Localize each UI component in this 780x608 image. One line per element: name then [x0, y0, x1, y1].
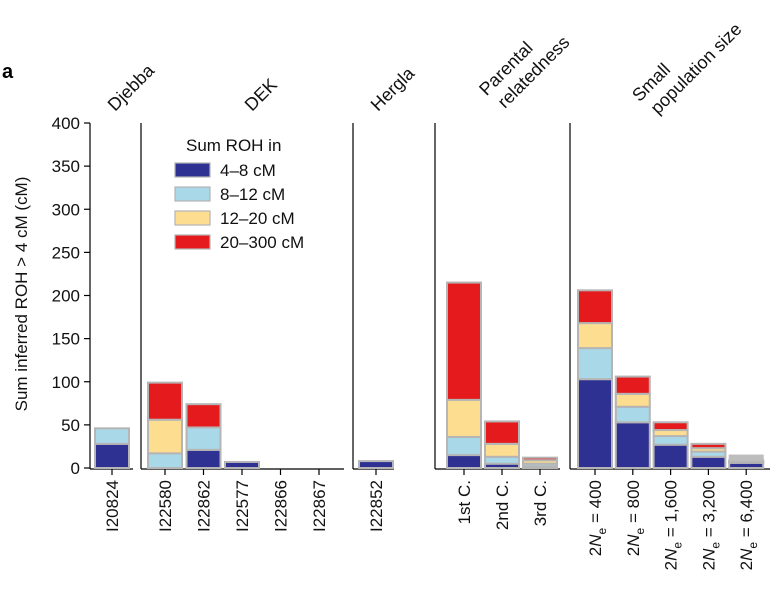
x-tick-label: 2Ne = 800	[624, 480, 647, 556]
x-tick-label: I22580	[156, 480, 175, 532]
bar-segment	[147, 418, 183, 455]
bar-segment	[358, 460, 394, 470]
panel-hergla: Hergla I22852	[352, 62, 419, 532]
y-tick-label: 50	[61, 416, 80, 435]
x-tick-label: 3rd C.	[531, 480, 550, 526]
bar-segment	[185, 426, 222, 451]
x-tick-label: I22866	[272, 480, 291, 532]
bar-i22577	[224, 460, 260, 469]
legend-swatch	[174, 162, 211, 178]
y-tick-label: 250	[52, 243, 80, 262]
panel-small-population-size: Smallpopulation size 2Ne = 400 2Ne = 800 2N…	[569, 3, 770, 570]
bar-segment	[577, 289, 613, 325]
bar-segment	[147, 452, 183, 469]
bar-segment	[614, 392, 651, 408]
y-axis: 0 50 100 150 200 250 300 350 400	[52, 114, 91, 478]
bar-2ne-400	[577, 289, 613, 470]
bar-segment	[446, 281, 482, 401]
legend-entry: 8–12 cM	[220, 185, 285, 204]
x-tick-label: I22867	[310, 480, 329, 532]
bar-2nd-c-	[484, 420, 520, 469]
x-tick-label: 2Ne = 400	[586, 480, 609, 556]
bar-segment	[446, 454, 482, 469]
bar-segment	[484, 442, 520, 458]
legend-title: Sum ROH in	[186, 136, 281, 155]
x-tick-label: I22852	[367, 480, 386, 532]
bar-segment	[484, 455, 520, 465]
y-tick-label: 100	[52, 373, 80, 392]
bar-segment	[652, 443, 689, 469]
y-tick-label: 300	[52, 200, 80, 219]
group-label: Hergla	[367, 62, 419, 114]
bar-segment	[614, 375, 651, 395]
panels: Djebba I20824 DEK I22580 I22862 I22577 I22866 I…	[90, 3, 770, 570]
bar-segment	[614, 405, 651, 424]
bar-segment	[522, 456, 558, 462]
bar-segment	[652, 421, 689, 432]
legend-swatch	[174, 186, 211, 202]
x-tick-label: I22577	[233, 480, 252, 532]
bar-segment	[446, 435, 482, 457]
x-tick-label: I22862	[195, 480, 214, 532]
bar-segment	[652, 435, 689, 446]
y-axis-label: Sum inferred ROH > 4 cM (cM)	[12, 177, 31, 412]
legend-entry: 20–300 cM	[220, 233, 304, 252]
bar-segment	[185, 403, 222, 429]
legend-entry: 4–8 cM	[220, 161, 276, 180]
bar-segment	[728, 454, 764, 461]
group-label: Smallpopulation size	[628, 3, 745, 120]
bar-segment	[484, 420, 520, 445]
bar-2ne-800	[614, 375, 651, 470]
bar-segment	[446, 398, 482, 438]
bar-segment	[577, 378, 613, 470]
group-label: Parentalrelatedness	[475, 16, 573, 114]
y-tick-label: 200	[52, 287, 80, 306]
legend-entry: 12–20 cM	[220, 209, 295, 228]
bar-2ne-3-200	[690, 442, 727, 470]
bar-i22862	[185, 403, 222, 470]
x-tick-label: 2Ne = 6,400	[737, 480, 760, 570]
bar-segment	[577, 347, 613, 381]
legend-swatch	[174, 210, 211, 226]
bar-segment	[185, 448, 222, 470]
bar-segment	[690, 442, 727, 450]
x-tick-label: 2nd C.	[493, 480, 512, 530]
bar-2ne-1-600	[652, 421, 689, 469]
bar-i22580	[147, 381, 183, 469]
bar-3rd-c-	[522, 456, 558, 469]
legend: Sum ROH in 4–8 cM 8–12 cM 12–20 cM 20–300 cM	[174, 136, 304, 252]
y-tick-label: 150	[52, 330, 80, 349]
bar-i20824	[94, 427, 130, 470]
y-tick-label: 350	[52, 157, 80, 176]
y-tick-label: 400	[52, 114, 80, 133]
panel-parental-relatedness: Parentalrelatedness 1st C. 2nd C. 3rd C.	[434, 16, 573, 530]
bar-segment	[94, 427, 130, 445]
bar-segment	[224, 460, 260, 469]
legend-swatch	[174, 234, 211, 250]
y-tick-label: 0	[71, 459, 80, 478]
bar-i22852	[358, 460, 394, 470]
bar-segment	[147, 381, 183, 421]
bar-segment	[614, 421, 651, 470]
bar-2ne-6-400	[728, 454, 765, 470]
x-tick-label: I20824	[103, 480, 122, 532]
x-tick-label: 2Ne = 3,200	[699, 480, 722, 570]
bar-segment	[577, 322, 613, 350]
x-tick-label: 2Ne = 1,600	[662, 480, 685, 570]
bar-1st-c-	[446, 281, 482, 469]
group-label: DEK	[241, 75, 281, 115]
bar-segment	[690, 455, 727, 470]
panel-label: a	[2, 61, 14, 83]
group-label: Djebba	[104, 60, 159, 115]
bar-segment	[94, 442, 130, 470]
x-tick-label: 1st C.	[455, 480, 474, 524]
